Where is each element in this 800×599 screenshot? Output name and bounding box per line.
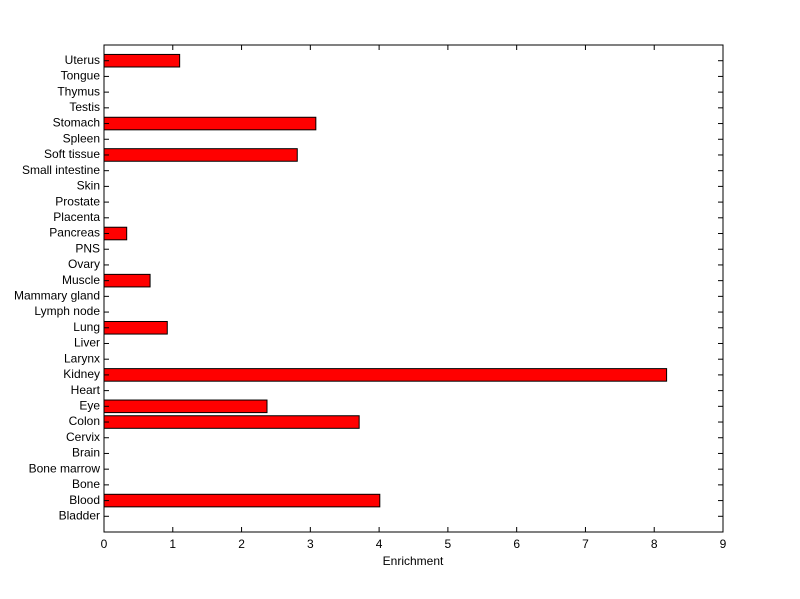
y-tick-label: Prostate [55,194,100,208]
y-tick-label: Brain [72,446,100,460]
y-tick-label: Spleen [63,131,100,145]
y-tick-label: Uterus [65,53,100,67]
y-tick-label: Lymph node [34,304,100,318]
x-tick-label: 1 [169,537,176,551]
y-tick-label: Larynx [64,351,100,365]
x-tick-label: 8 [651,537,658,551]
bar [103,320,168,335]
y-tick-label: Pancreas [49,226,100,240]
bar [103,415,360,429]
bar [103,53,181,68]
x-tick-label: 3 [307,537,314,551]
y-tick-label: Kidney [63,367,100,381]
bar [103,116,317,131]
y-tick-label: Stomach [53,116,100,130]
y-tick-label: Bladder [59,508,100,522]
y-tick-label: Thymus [57,84,100,98]
x-tick-label: 5 [445,537,452,551]
x-tick-label: 4 [376,537,383,551]
x-tick-label: 0 [101,537,108,551]
y-tick-label: Heart [71,383,101,397]
y-tick-label: Bone [72,477,100,491]
y-tick-label: Mammary gland [14,289,100,303]
y-tick-label: Bone marrow [29,461,101,475]
bar [103,273,151,288]
y-tick-label: Soft tissue [44,147,100,161]
y-tick-label: Small intestine [22,163,100,177]
bar [103,493,381,508]
y-tick-label: Eye [79,398,100,412]
bar [103,148,298,162]
y-tick-label: Muscle [62,273,100,287]
x-axis-label: Enrichment [383,554,444,568]
y-tick-label: Placenta [53,210,100,224]
y-tick-label: Ovary [68,257,100,271]
x-tick-label: 6 [513,537,520,551]
y-tick-label: Cervix [66,430,100,444]
x-tick-label: 9 [720,537,727,551]
y-tick-label: Testis [69,100,100,114]
bar [103,399,268,414]
bar [103,368,668,382]
y-tick-label: Lung [73,320,100,334]
plot-frame [103,44,724,533]
y-tick-label: Blood [69,493,100,507]
y-tick-label: Skin [77,179,100,193]
x-tick-label: 7 [582,537,589,551]
y-tick-label: Liver [74,336,100,350]
y-tick-label: Colon [69,414,100,428]
x-tick-label: 2 [238,537,245,551]
y-tick-label: Tongue [61,69,101,83]
y-tick-label: PNS [75,241,100,255]
